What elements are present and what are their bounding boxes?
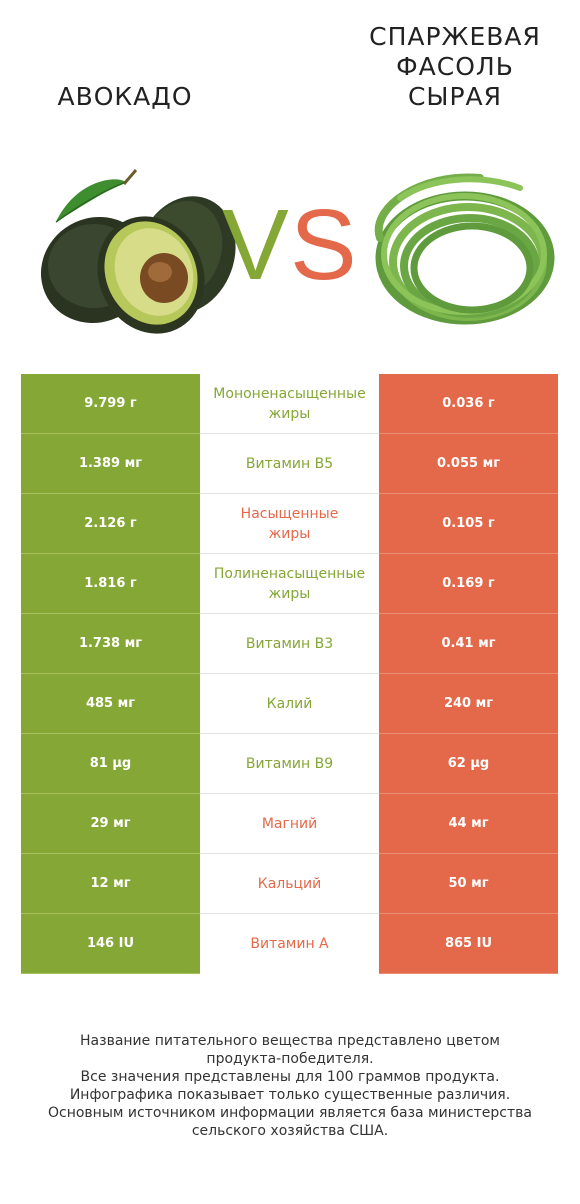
avocado-image bbox=[40, 169, 236, 334]
footer-note: Название питательного вещества представл… bbox=[20, 1032, 560, 1140]
right-value-cell: 0.169 г bbox=[379, 554, 558, 614]
left-value-cell: 1.816 г bbox=[21, 554, 200, 614]
table-row: 29 мг Магний 44 мг bbox=[21, 794, 558, 854]
nutrient-name-cell: Витамин A bbox=[200, 914, 379, 974]
footer-line: Инфографика показывает только существенн… bbox=[69, 1087, 511, 1103]
table-row: 81 µg Витамин B9 62 µg bbox=[21, 734, 558, 794]
left-value-cell: 1.389 мг bbox=[21, 434, 200, 494]
table-row: 146 IU Витамин A 865 IU bbox=[21, 914, 558, 974]
left-value-cell: 9.799 г bbox=[21, 374, 200, 434]
nutrient-name-cell: Витамин B9 bbox=[200, 734, 379, 794]
nutrient-name-cell: Кальций bbox=[200, 854, 379, 914]
right-product-title: СПАРЖЕВАЯ ФАСОЛЬ СЫРАЯ bbox=[350, 22, 560, 112]
nutrient-name-cell: Полиненасыщенные жиры bbox=[200, 554, 379, 614]
table-row: 1.389 мг Витамин B5 0.055 мг bbox=[21, 434, 558, 494]
footer-line: Название питательного вещества представл… bbox=[80, 1033, 500, 1049]
right-value-cell: 0.41 мг bbox=[379, 614, 558, 674]
nutrient-name-cell: Насыщенные жиры bbox=[200, 494, 379, 554]
left-product-title: АВОКАДО bbox=[57, 82, 193, 111]
left-value-cell: 146 IU bbox=[21, 914, 200, 974]
left-value-cell: 29 мг bbox=[21, 794, 200, 854]
left-value-cell: 485 мг bbox=[21, 674, 200, 734]
nutrient-name-cell: Витамин B5 bbox=[200, 434, 379, 494]
table-row: 485 мг Калий 240 мг bbox=[21, 674, 558, 734]
nutrient-name-cell: Витамин B3 bbox=[200, 614, 379, 674]
right-title-line: ФАСОЛЬ bbox=[396, 52, 514, 81]
table-row: 9.799 г Мононенасыщенные жиры 0.036 г bbox=[21, 374, 558, 434]
right-value-cell: 62 µg bbox=[379, 734, 558, 794]
table-row: 12 мг Кальций 50 мг bbox=[21, 854, 558, 914]
nutrient-name-cell: Магний bbox=[200, 794, 379, 854]
footer-line: Все значения представлены для 100 граммо… bbox=[80, 1069, 500, 1085]
right-value-cell: 240 мг bbox=[379, 674, 558, 734]
table-row: 1.738 мг Витамин B3 0.41 мг bbox=[21, 614, 558, 674]
right-title-line: СЫРАЯ bbox=[407, 82, 503, 111]
vs-letter-v: V bbox=[222, 189, 289, 301]
left-value-cell: 12 мг bbox=[21, 854, 200, 914]
right-value-cell: 0.036 г bbox=[379, 374, 558, 434]
vs-letter-s: S bbox=[290, 189, 357, 301]
left-value-cell: 81 µg bbox=[21, 734, 200, 794]
left-value-cell: 2.126 г bbox=[21, 494, 200, 554]
table-row: 2.126 г Насыщенные жиры 0.105 г bbox=[21, 494, 558, 554]
right-value-cell: 44 мг bbox=[379, 794, 558, 854]
footer-line: Основным источником информации является … bbox=[48, 1105, 532, 1121]
footer-line: продукта-победителя. bbox=[206, 1051, 374, 1067]
footer-line: сельского хозяйства США. bbox=[191, 1123, 389, 1139]
table-row: 1.816 г Полиненасыщенные жиры 0.169 г bbox=[21, 554, 558, 614]
nutrient-name-cell: Мононенасыщенные жиры bbox=[200, 374, 379, 434]
left-value-cell: 1.738 мг bbox=[21, 614, 200, 674]
yardlong-beans-image bbox=[374, 173, 555, 325]
right-value-cell: 50 мг bbox=[379, 854, 558, 914]
right-title-line: СПАРЖЕВАЯ bbox=[369, 22, 541, 51]
comparison-table: 9.799 г Мононенасыщенные жиры 0.036 г 1.389… bbox=[21, 374, 558, 974]
right-value-cell: 0.055 мг bbox=[379, 434, 558, 494]
right-value-cell: 865 IU bbox=[379, 914, 558, 974]
right-value-cell: 0.105 г bbox=[379, 494, 558, 554]
nutrient-name-cell: Калий bbox=[200, 674, 379, 734]
